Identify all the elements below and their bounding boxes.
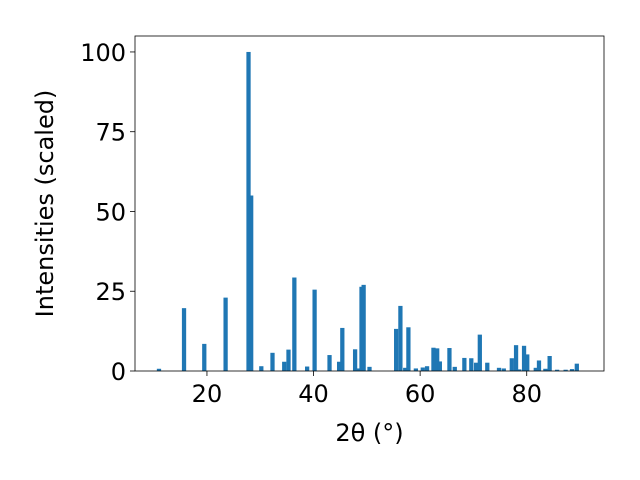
- y-tick-label: 100: [80, 39, 126, 67]
- bar: [223, 297, 228, 371]
- x-tick-label: 60: [405, 380, 436, 408]
- bar: [249, 195, 254, 371]
- bar: [282, 361, 287, 371]
- bar: [286, 349, 291, 371]
- x-tick-label: 20: [192, 380, 223, 408]
- y-tick-label: 0: [111, 358, 126, 386]
- bar: [462, 357, 467, 371]
- bar: [452, 366, 457, 371]
- bar: [312, 289, 317, 371]
- bar: [536, 360, 542, 371]
- bar: [521, 345, 527, 371]
- bar: [435, 348, 440, 371]
- bar: [424, 366, 430, 371]
- bar: [367, 366, 372, 371]
- bar: [181, 308, 187, 371]
- bar: [359, 286, 364, 371]
- bar: [533, 367, 538, 371]
- y-axis-ticks: 0 25 50 75 100: [80, 39, 135, 386]
- bar: [352, 349, 358, 371]
- x-tick-label: 80: [511, 380, 542, 408]
- bar: [509, 358, 514, 371]
- bar: [292, 277, 297, 371]
- bar: [447, 348, 452, 371]
- bar: [543, 368, 548, 371]
- bar: [525, 354, 530, 371]
- bar: [513, 345, 519, 371]
- axes-frame: [134, 35, 605, 372]
- bar: [477, 334, 482, 371]
- y-tick-label: 50: [95, 198, 126, 226]
- bar: [563, 369, 568, 371]
- x-tick-label: 40: [298, 380, 329, 408]
- bar: [473, 362, 479, 371]
- bar: [340, 327, 345, 371]
- y-axis-label: Intensities (scaled): [31, 90, 59, 318]
- bar: [413, 368, 418, 371]
- bar: [501, 368, 506, 371]
- bar: [496, 367, 502, 371]
- bar: [305, 366, 310, 371]
- bar: [355, 368, 360, 371]
- bar: [406, 327, 411, 371]
- bar: [259, 366, 264, 371]
- bar: [336, 361, 342, 371]
- y-tick-label: 75: [95, 119, 126, 147]
- bar: [327, 355, 332, 371]
- bar: [517, 369, 522, 371]
- bars-group: [156, 51, 579, 371]
- x-axis-label: 2θ (°): [335, 419, 403, 447]
- bar: [420, 367, 425, 371]
- bar: [554, 369, 560, 371]
- bar: [403, 367, 408, 371]
- bar: [547, 356, 552, 371]
- bar: [398, 305, 403, 371]
- bar: [270, 352, 275, 371]
- x-axis-ticks: 20 40 60 80: [192, 371, 542, 408]
- bar: [485, 362, 490, 371]
- bar: [431, 347, 436, 371]
- bar: [361, 284, 366, 371]
- bar: [246, 51, 251, 371]
- bar: [202, 343, 207, 371]
- bar: [574, 363, 579, 371]
- bar: [437, 361, 442, 371]
- bar: [569, 369, 575, 371]
- bar: [156, 368, 162, 371]
- bar: [394, 328, 399, 371]
- bar: [469, 358, 474, 371]
- y-tick-label: 25: [95, 278, 126, 306]
